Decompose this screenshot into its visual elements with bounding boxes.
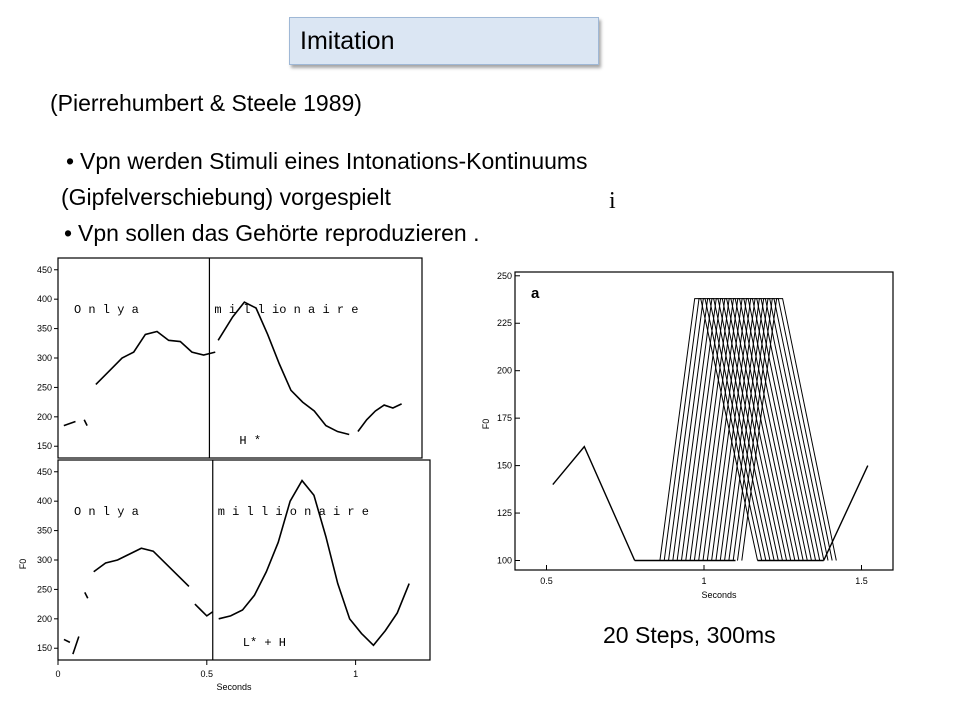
bullet-1-text: Vpn werden Stimuli eines Intonations-Kon…	[80, 148, 588, 174]
figure-caption: 20 Steps, 300ms	[603, 622, 776, 648]
bullet-dot: •	[66, 148, 75, 174]
bullet-dot: •	[64, 220, 73, 246]
stimulus-step-contour	[741, 298, 837, 561]
y-tick-label: 150	[497, 461, 512, 471]
y-tick-label: 300	[37, 353, 52, 363]
y-tick-label: 400	[37, 496, 52, 506]
slide-title-box: Imitation	[289, 17, 599, 65]
x-axis-label: Seconds	[216, 682, 252, 692]
stimulus-step-contour	[693, 298, 792, 561]
f0-contour	[194, 603, 214, 617]
plot-frame	[57, 257, 423, 459]
panel-label: a	[531, 285, 540, 302]
stimulus-step-contour	[702, 298, 800, 561]
y-tick-label: 150	[37, 441, 52, 451]
stimulus-step-contour	[706, 298, 804, 561]
y-tick-label: 250	[37, 584, 52, 594]
y-tick-label: 300	[37, 555, 52, 565]
bullet-1-cont: (Gipfelverschiebung) vorgespielt	[61, 179, 766, 215]
bullet-1: • Vpn werden Stimuli eines Intonations-Ko…	[66, 143, 766, 179]
f0-contour	[63, 638, 71, 644]
tone-annotation: H *	[239, 434, 261, 448]
y-tick-label: 400	[37, 294, 52, 304]
x-axis-label: Seconds	[701, 590, 737, 600]
utterance-words-right: m i l l io n a i r e	[214, 303, 358, 317]
bullet-list: • Vpn werden Stimuli eines Intonations-Ko…	[61, 143, 766, 251]
stimulus-step-contour	[698, 298, 796, 561]
f0-contour	[83, 419, 88, 427]
bullet-2-text: Vpn sollen das Gehörte reproduzieren .	[78, 220, 480, 246]
y-tick-label: 200	[37, 412, 52, 422]
y-tick-label: 100	[497, 556, 512, 566]
stimulus-step-contour	[715, 298, 812, 561]
stimulus-step-contour	[724, 298, 821, 561]
x-tick-label: 1.5	[855, 576, 868, 586]
f0-contour	[72, 636, 80, 655]
bullet-2: • Vpn sollen das Gehörte reproduzieren .	[64, 215, 766, 251]
y-tick-label: 350	[37, 324, 52, 334]
x-tick-label: 0	[55, 669, 60, 679]
tone-annotation: L* + H	[243, 636, 286, 650]
bullet-1-cont-text: (Gipfelverschiebung) vorgespielt	[61, 184, 391, 210]
f0-contour	[93, 547, 190, 588]
y-tick-label: 200	[37, 614, 52, 624]
utterance-words-right: m i l l i o n a i r e	[218, 505, 369, 519]
y-tick-label: 225	[497, 318, 512, 328]
stimulus-step-contour	[732, 298, 829, 561]
stimulus-step-contour	[719, 298, 817, 561]
y-tick-label: 150	[37, 643, 52, 653]
citation: (Pierrehumbert & Steele 1989)	[50, 90, 362, 116]
f0-contour	[217, 301, 350, 436]
x-tick-label: 1	[701, 576, 706, 586]
f0-contour	[357, 403, 402, 433]
y-tick-label: 450	[37, 467, 52, 477]
y-axis-label: F0	[18, 559, 28, 570]
y-tick-label: 250	[497, 271, 512, 281]
x-tick-label: 0.5	[540, 576, 553, 586]
utterance-words-left: O n l y a	[74, 303, 139, 317]
y-axis-label: F0	[481, 419, 491, 430]
stimulus-step-contour	[736, 298, 833, 561]
plot-frame	[57, 459, 431, 661]
f0-contour	[95, 330, 216, 386]
stimulus-step-contour	[711, 298, 808, 561]
f0-contour	[84, 591, 89, 599]
y-tick-label: 350	[37, 526, 52, 536]
y-tick-label: 450	[37, 265, 52, 275]
utterance-words-left: O n l y a	[74, 505, 139, 519]
slide-title: Imitation	[300, 27, 395, 55]
stimulus-suffix	[823, 465, 869, 561]
y-tick-label: 200	[497, 366, 512, 376]
f0-contour	[63, 420, 76, 427]
stimulus-step-contour	[728, 298, 825, 561]
f0-contour	[218, 479, 410, 647]
y-tick-label: 175	[497, 413, 512, 423]
stimulus-prefix	[552, 445, 636, 561]
x-tick-label: 0.5	[201, 669, 214, 679]
y-tick-label: 125	[497, 508, 512, 518]
x-tick-label: 1	[353, 669, 358, 679]
note-mark: i	[609, 188, 616, 214]
y-tick-label: 250	[37, 382, 52, 392]
